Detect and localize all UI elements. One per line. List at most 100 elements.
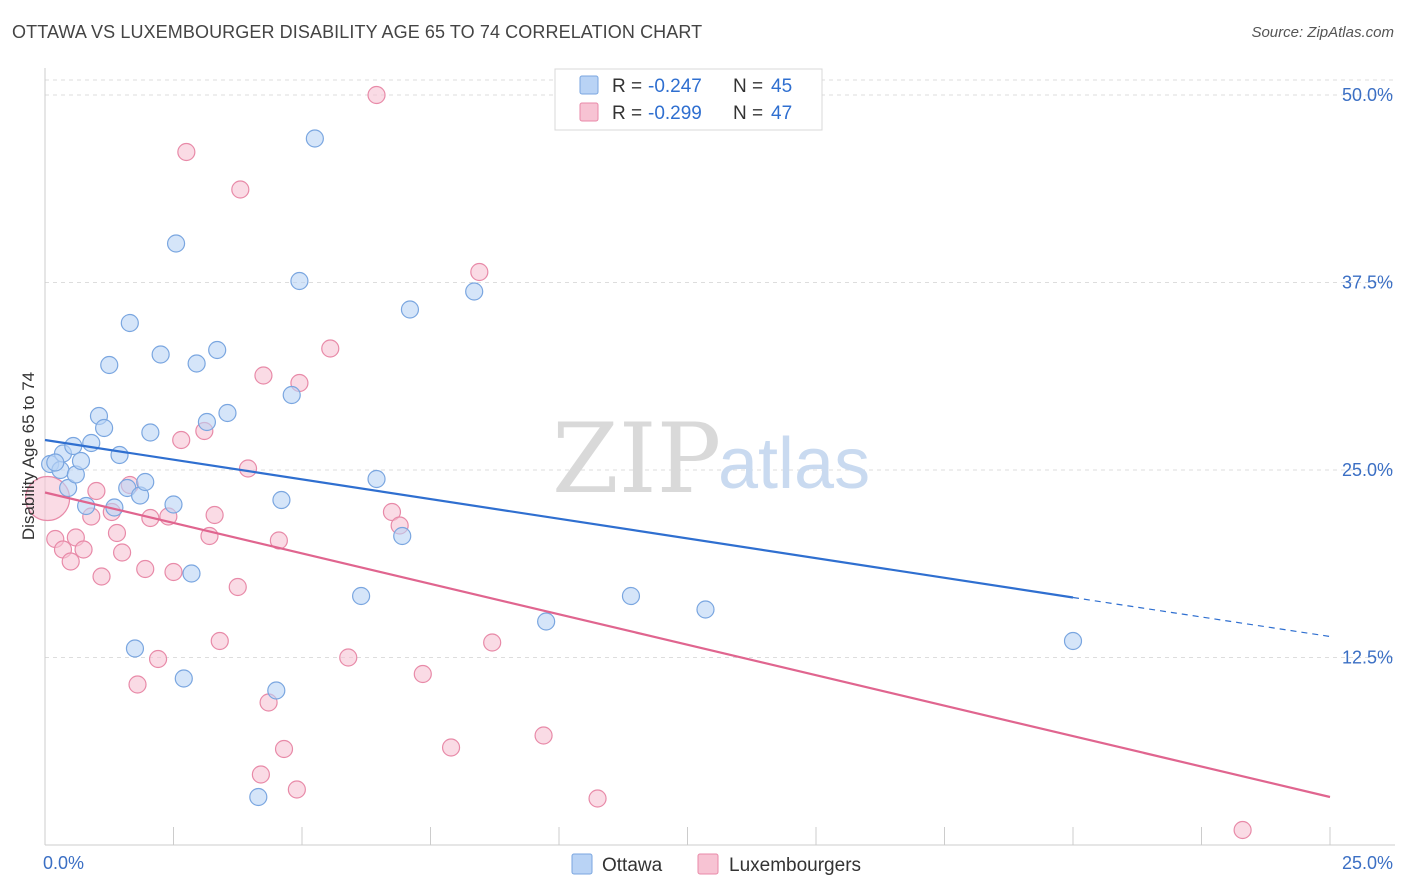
luxembourgers-point-33 — [287, 780, 306, 799]
ottawa-point-31 — [272, 490, 291, 510]
luxembourgers-point-11 — [112, 543, 132, 562]
luxembourgers-point-46 — [1233, 820, 1252, 840]
ottawa-point-19 — [141, 423, 160, 442]
luxembourgers-series-label: Luxembourgers — [729, 855, 861, 876]
ottawa-point-37 — [393, 526, 412, 546]
x-tick-label-1: 25.0% — [1342, 853, 1393, 873]
axes — [44, 68, 1395, 846]
ottawa-point-36 — [367, 469, 386, 489]
ottawa-point-6 — [71, 451, 91, 471]
luxembourgers-point-27 — [238, 459, 258, 478]
y-axis-label: Disability Age 65 to 74 — [19, 372, 38, 540]
ottawa-trendline-extension — [1072, 596, 1331, 638]
ottawa-point-32 — [282, 385, 301, 405]
ottawa-point-21 — [164, 495, 183, 514]
ottawa-point-33 — [290, 271, 309, 291]
luxembourgers-point-42 — [470, 262, 489, 282]
ottawa-point-11 — [100, 355, 119, 375]
x-tick-labels: 0.0% 25.0% — [43, 853, 1393, 873]
ottawa-point-44 — [46, 453, 65, 472]
luxembourgers-legend-swatch — [579, 102, 599, 122]
ottawa-point-23 — [174, 669, 193, 688]
luxembourgers-point-19 — [172, 430, 191, 450]
luxembourgers-series-swatch — [697, 853, 719, 875]
ottawa-legend-swatch — [579, 75, 599, 95]
chart-title: OTTAWA VS LUXEMBOURGER DISABILITY AGE 65… — [12, 22, 703, 42]
luxembourgers-point-36 — [339, 648, 358, 667]
ottawa-point-3 — [59, 478, 78, 498]
ottawa-point-42 — [696, 600, 715, 619]
grid-lines — [45, 79, 1395, 658]
ottawa-point-25 — [187, 354, 206, 373]
luxembourgers-point-37 — [367, 85, 386, 105]
ottawa-point-29 — [249, 787, 268, 807]
source-label: Source: ZipAtlas.com — [1251, 24, 1394, 41]
watermark-atlas: atlas — [718, 424, 870, 504]
ottawa-point-18 — [136, 472, 155, 492]
ottawa-series-swatch — [571, 853, 593, 875]
luxembourgers-point-3 — [61, 552, 80, 571]
luxembourgers-r-label: R = — [612, 103, 642, 124]
trendlines — [44, 438, 1331, 799]
luxembourgers-point-23 — [205, 505, 224, 525]
luxembourgers-n-value: 47 — [771, 103, 792, 124]
stats-legend: R = -0.247 N = 45 R = -0.299 N = 47 — [554, 68, 823, 131]
luxembourgers-point-20 — [177, 142, 196, 162]
luxembourgers-point-29 — [254, 366, 273, 385]
y-tick-label-2: 37.5% — [1342, 273, 1393, 293]
luxembourgers-point-24 — [210, 631, 229, 651]
ottawa-point-35 — [352, 586, 371, 606]
luxembourgers-point-18 — [164, 562, 183, 582]
watermark-zip: ZIP — [552, 403, 721, 515]
ottawa-n-label: N = — [733, 76, 763, 97]
ottawa-point-34 — [305, 129, 324, 148]
ottawa-point-27 — [208, 340, 227, 360]
y-tick-labels: 12.5% 25.0% 37.5% 50.0% — [1342, 85, 1393, 668]
luxembourgers-point-32 — [274, 739, 294, 759]
ottawa-n-value: 45 — [771, 76, 792, 97]
ottawa-point-20 — [151, 345, 170, 364]
y-tick-label-3: 50.0% — [1342, 85, 1393, 105]
luxembourgers-point-28 — [251, 765, 270, 784]
luxembourgers-point-26 — [231, 180, 250, 199]
ottawa-r-label: R = — [612, 76, 642, 97]
ottawa-point-16 — [125, 639, 145, 658]
ottawa-point-10 — [95, 418, 114, 438]
ottawa-point-15 — [120, 313, 139, 333]
y-tick-label-1: 25.0% — [1342, 460, 1393, 480]
ottawa-point-13 — [110, 445, 129, 465]
ottawa-point-26 — [197, 412, 217, 432]
luxembourgers-point-43 — [483, 633, 502, 652]
luxembourgers-n-label: N = — [733, 103, 763, 124]
ottawa-point-28 — [218, 403, 237, 423]
luxembourgers-point-7 — [87, 481, 106, 501]
ottawa-point-41 — [621, 586, 641, 606]
luxembourgers-point-40 — [413, 664, 432, 684]
luxembourgers-point-10 — [107, 523, 127, 543]
ottawa-point-22 — [166, 234, 186, 253]
luxembourgers-trendline — [44, 491, 1331, 799]
luxembourgers-point-44 — [534, 726, 553, 745]
luxembourgers-points — [24, 85, 1252, 840]
ottawa-point-30 — [267, 681, 286, 700]
ottawa-points — [41, 129, 1083, 807]
luxembourgers-r-value: -0.299 — [648, 103, 702, 124]
luxembourgers-point-25 — [228, 577, 247, 597]
series-legend: Ottawa Luxembourgers — [571, 853, 861, 876]
y-tick-label-0: 12.5% — [1342, 648, 1393, 668]
ottawa-point-40 — [537, 612, 556, 631]
stats-legend-box — [554, 68, 823, 131]
ottawa-point-38 — [400, 300, 420, 319]
ottawa-point-39 — [465, 282, 484, 301]
luxembourgers-point-41 — [441, 738, 461, 757]
luxembourgers-point-35 — [321, 339, 340, 358]
luxembourgers-point-38 — [382, 502, 402, 522]
ottawa-trendline — [44, 438, 1074, 599]
luxembourgers-point-16 — [148, 649, 168, 669]
luxembourgers-point-8 — [92, 567, 111, 586]
luxembourgers-point-5 — [74, 540, 93, 559]
x-tick-label-0: 0.0% — [43, 853, 84, 873]
luxembourgers-point-14 — [136, 559, 155, 579]
luxembourgers-point-45 — [588, 789, 607, 808]
